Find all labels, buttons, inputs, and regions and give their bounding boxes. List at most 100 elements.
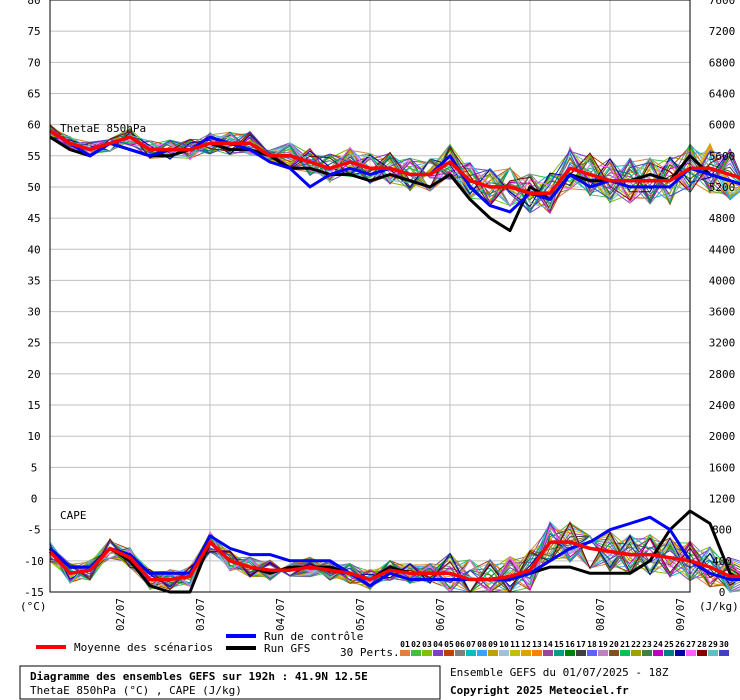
left-tick-label: 20	[27, 368, 40, 381]
pert-legend-swatch	[631, 650, 641, 656]
pert-legend-swatch	[686, 650, 696, 656]
right-tick-label: 4800	[709, 212, 736, 225]
mean-thetae-line	[49, 129, 740, 195]
left-tick-label: 5	[31, 461, 38, 474]
legend: Moyenne des scénarios Run de contrôle Ru…	[36, 630, 729, 659]
pert-legend-swatch	[477, 650, 487, 656]
pert-legend-swatch	[609, 650, 619, 656]
pert-legend-number: 11	[510, 640, 520, 649]
pert-legend-number: 25	[664, 640, 674, 649]
right-tick-label: 3200	[709, 337, 736, 350]
right-tick-label: 6000	[709, 119, 736, 132]
right-tick-label: 6800	[709, 56, 736, 69]
right-tick-label: 4400	[709, 243, 736, 256]
pert-legend-swatch	[697, 650, 707, 656]
pert-legend-number: 29	[708, 640, 718, 649]
left-tick-label: 0	[31, 493, 38, 506]
legend-gfs-label: Run GFS	[264, 642, 310, 655]
left-tick-label: 50	[27, 181, 40, 194]
right-tick-label: 800	[712, 524, 732, 537]
pert-legend-swatch	[499, 650, 509, 656]
pert-thetae-line	[49, 125, 740, 206]
pert-legend-number: 20	[609, 640, 619, 649]
pert-legend-swatch	[664, 650, 674, 656]
pert-legend-number: 16	[565, 640, 575, 649]
right-tick-label: 0	[719, 586, 726, 599]
pert-legend-swatch	[466, 650, 476, 656]
pert-legend-swatch	[719, 650, 729, 656]
chart-grid	[49, 0, 691, 593]
pert-legend-number: 08	[477, 640, 487, 649]
pert-thetae-line	[49, 129, 740, 206]
x-tick-label: 04/07	[274, 598, 287, 631]
pert-legend-swatch	[675, 650, 685, 656]
pert-legend-number: 30	[719, 640, 729, 649]
right-tick-label: 7600	[709, 0, 736, 7]
pert-legend-swatch	[400, 650, 410, 656]
right-tick-label: 2400	[709, 399, 736, 412]
run-label: Ensemble GEFS du 01/07/2025 - 18Z	[450, 666, 669, 679]
right-tick-label: 7200	[709, 25, 736, 38]
left-tick-label: 30	[27, 306, 40, 319]
pert-legend-swatch	[598, 650, 608, 656]
x-tick-label: 03/07	[194, 598, 207, 631]
left-tick-label: 70	[27, 56, 40, 69]
left-tick-label: 60	[27, 119, 40, 132]
pert-legend-swatch	[565, 650, 575, 656]
right-tick-label: 2800	[709, 368, 736, 381]
pert-legend-swatch	[653, 650, 663, 656]
pert-legend-number: 09	[488, 640, 498, 649]
pert-legend-swatch	[455, 650, 465, 656]
pert-legend-swatch	[411, 650, 421, 656]
pert-legend-swatch	[532, 650, 542, 656]
right-tick-label: 400	[712, 555, 732, 568]
copyright-label: Copyright 2025 Meteociel.fr	[450, 684, 629, 697]
pert-cape-line	[49, 532, 740, 594]
pert-legend-number: 07	[466, 640, 476, 649]
pert-thetae-line	[49, 131, 740, 208]
thetae-label: ThetaE 850hPa	[60, 122, 146, 135]
pert-legend-number: 24	[653, 640, 663, 649]
pert-legend-number: 15	[554, 640, 564, 649]
pert-legend-swatch	[510, 650, 520, 656]
pert-legend-number: 02	[411, 640, 421, 649]
pert-legend-number: 03	[422, 640, 432, 649]
right-tick-label: 1600	[709, 461, 736, 474]
pert-legend-swatch	[543, 650, 553, 656]
pert-legend-swatch	[587, 650, 597, 656]
x-tick-label: 09/07	[674, 598, 687, 631]
right-tick-label: 4000	[709, 274, 736, 287]
right-tick-label: 5200	[709, 181, 736, 194]
pert-thetae-line	[49, 131, 740, 212]
plot-frame	[49, 0, 691, 593]
pert-legend-number: 22	[631, 640, 641, 649]
right-tick-label: 3600	[709, 306, 736, 319]
left-tick-label: 35	[27, 274, 40, 287]
pert-legend-swatch	[708, 650, 718, 656]
pert-legend-swatch	[488, 650, 498, 656]
left-tick-label: 80	[27, 0, 40, 7]
pert-legend-number: 19	[598, 640, 608, 649]
left-tick-label: -15	[24, 586, 44, 599]
x-tick-label: 02/07	[114, 598, 127, 631]
pert-legend-number: 26	[675, 640, 685, 649]
pert-legend-swatch	[521, 650, 531, 656]
pert-thetae-line	[49, 129, 740, 207]
x-tick-label: 05/07	[354, 598, 367, 631]
pert-legend-number: 01	[400, 640, 410, 649]
right-unit-label: (J/kg)	[699, 600, 739, 613]
mean-cape-line	[48, 540, 740, 582]
pert-legend-swatch	[444, 650, 454, 656]
pert-legend-swatch	[433, 650, 443, 656]
pert-legend-number: 28	[697, 640, 707, 649]
legend-mean-label: Moyenne des scénarios	[74, 641, 213, 654]
pert-legend-number: 18	[587, 640, 597, 649]
cape-label: CAPE	[60, 509, 87, 522]
left-tick-label: 25	[27, 337, 40, 350]
footer-box	[19, 665, 441, 700]
right-tick-label: 6400	[709, 87, 736, 100]
left-tick-label: 15	[27, 399, 40, 412]
pert-legend-swatch	[554, 650, 564, 656]
